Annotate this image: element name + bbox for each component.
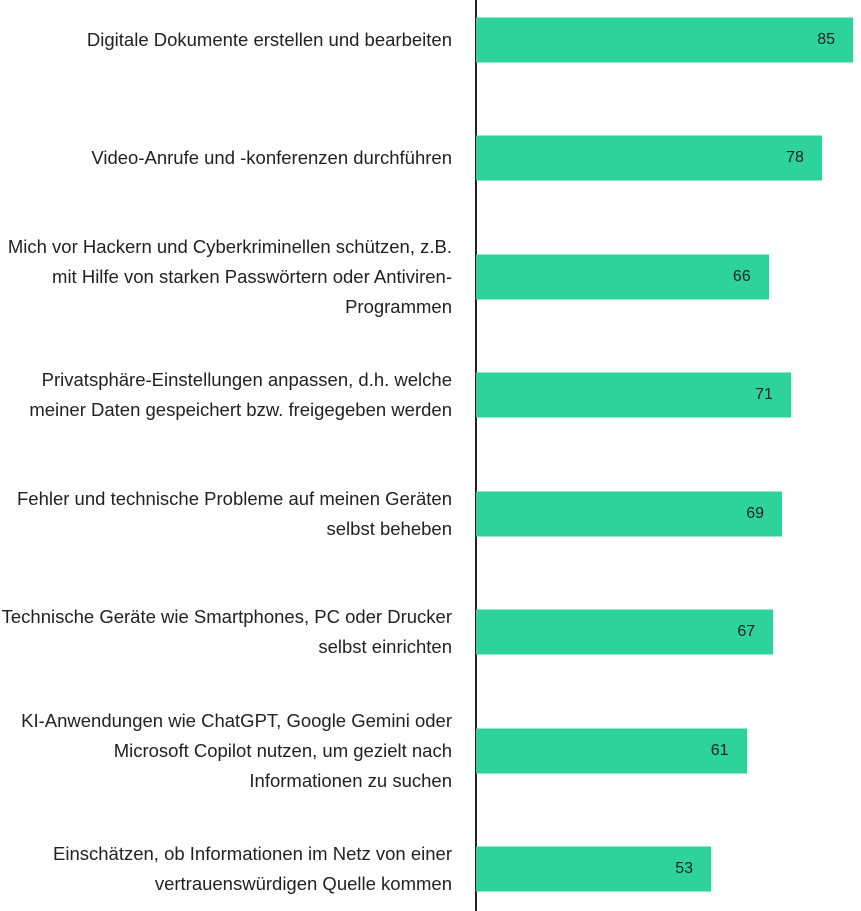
- category-label: KI-Anwendungen wie ChatGPT, Google Gemin…: [21, 709, 452, 791]
- bar: [476, 372, 791, 418]
- bar: [476, 609, 774, 655]
- value-label: 69: [746, 504, 765, 522]
- category-label: Fehler und technische Probleme auf meine…: [16, 487, 452, 539]
- value-label: 66: [732, 267, 751, 285]
- bar: [476, 17, 853, 62]
- bar: [476, 254, 769, 299]
- category-label: Technische Geräte wie Smartphones, PC od…: [1, 606, 452, 657]
- bar: [476, 728, 747, 773]
- category-label: Privatsphäre-Einstellungen anpassen, d.h…: [29, 369, 452, 420]
- value-label: 67: [737, 623, 756, 640]
- bar: [476, 135, 822, 181]
- value-label: 71: [755, 386, 773, 403]
- bar: [476, 846, 712, 892]
- category-label: Einschätzen, ob Informationen im Netz vo…: [53, 843, 452, 894]
- value-label: 61: [710, 741, 729, 759]
- bar: [476, 491, 783, 536]
- category-label: Video-Anrufe und -konferenzen durchführe…: [91, 147, 452, 168]
- category-label: Digitale Dokumente erstellen und bearbei…: [86, 28, 452, 50]
- value-label: 85: [817, 30, 835, 48]
- value-label: 53: [675, 860, 694, 877]
- category-label: Mich vor Hackern und Cyberkriminellen sc…: [7, 235, 452, 317]
- axis-line: [475, 0, 477, 911]
- value-label: 78: [786, 149, 804, 166]
